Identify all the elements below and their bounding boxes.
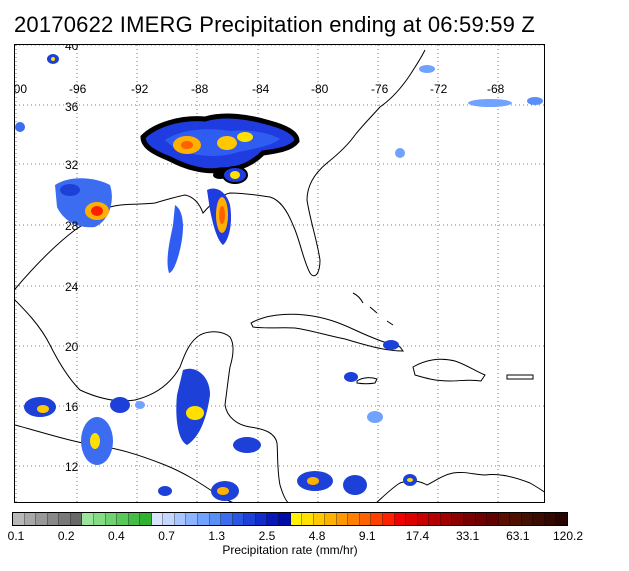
precipitation-layer	[15, 54, 543, 501]
cuba-coastline	[251, 314, 403, 351]
colorbar-swatch	[452, 513, 464, 525]
lon-label: -80	[311, 83, 328, 95]
colorbar-swatch	[395, 513, 407, 525]
colorbar-swatch	[337, 513, 349, 525]
colorbar-swatch	[186, 513, 198, 525]
colorbar-swatch	[140, 513, 152, 525]
colorbar-tick-label: 9.1	[359, 530, 376, 542]
colorbar-swatch	[383, 513, 395, 525]
colorbar-swatch	[221, 513, 233, 525]
south-america-coastline	[375, 472, 545, 503]
colorbar-tick-label: 0.2	[58, 530, 75, 542]
colorbar-tick-label: 0.4	[108, 530, 125, 542]
colorbar-swatch	[279, 513, 291, 525]
colorbar-swatch	[59, 513, 71, 525]
colorbar-swatch	[129, 513, 141, 525]
colorbar-swatch	[522, 513, 534, 525]
map-title: 20170622 IMERG Precipitation ending at 0…	[14, 12, 535, 38]
colorbar-tick-label: 2.5	[259, 530, 276, 542]
lon-label: -84	[252, 83, 269, 95]
colorbar-tick-label: 1.3	[208, 530, 225, 542]
lat-label: 20	[65, 341, 78, 353]
colorbar-swatch	[117, 513, 129, 525]
colorbar-swatch	[244, 513, 256, 525]
colorbar-swatch	[210, 513, 222, 525]
colorbar-swatch	[418, 513, 430, 525]
precipitation-map: -100 -96 -92 -88 -84 -80 -76 -72 -68 40 …	[14, 44, 545, 503]
lon-label: -92	[131, 83, 148, 95]
jamaica-coastline	[357, 378, 377, 384]
pacific-coastline	[15, 425, 240, 503]
colorbar-swatch	[198, 513, 210, 525]
lon-label: -96	[69, 83, 86, 95]
lon-label: -72	[430, 83, 447, 95]
colorbar-swatch	[13, 513, 25, 525]
puerto-rico-coastline	[507, 375, 533, 379]
colorbar-swatch	[325, 513, 337, 525]
colorbar-swatch	[348, 513, 360, 525]
colorbar-swatch	[163, 513, 175, 525]
colorbar-swatch	[267, 513, 279, 525]
lat-label: 12	[65, 461, 78, 473]
colorbar-tick-label: 17.4	[406, 530, 429, 542]
lat-label: 28	[65, 220, 78, 232]
lon-label: -88	[191, 83, 208, 95]
colorbar-swatch	[406, 513, 418, 525]
colorbar-swatch	[371, 513, 383, 525]
colorbar-swatch	[302, 513, 314, 525]
colorbar-swatch	[360, 513, 372, 525]
colorbar-swatch	[71, 513, 83, 525]
colorbar-swatch	[291, 513, 303, 525]
lon-label: -68	[487, 83, 504, 95]
colorbar-swatch	[82, 513, 94, 525]
colorbar-swatch	[487, 513, 499, 525]
colorbar-swatch	[48, 513, 60, 525]
colorbar-swatch	[94, 513, 106, 525]
colorbar-swatch	[233, 513, 245, 525]
colorbar-swatch	[175, 513, 187, 525]
colorbar-swatch	[476, 513, 488, 525]
lat-label: 32	[65, 159, 78, 171]
colorbar-tick-label: 63.1	[506, 530, 529, 542]
colorbar-label: Precipitation rate (mm/hr)	[0, 543, 580, 557]
colorbar-swatch	[510, 513, 522, 525]
colorbar-swatch	[533, 513, 545, 525]
lat-label: 40	[65, 44, 78, 52]
colorbar-swatch	[429, 513, 441, 525]
colorbar-swatch	[464, 513, 476, 525]
colorbar-tick-label: 120.2	[553, 530, 583, 542]
colorbar-swatch	[545, 513, 557, 525]
lon-label: -76	[371, 83, 388, 95]
colorbar-swatch	[152, 513, 164, 525]
lon-label: -100	[14, 83, 27, 95]
hispaniola-coastline	[413, 359, 485, 381]
lat-label: 16	[65, 401, 78, 413]
lat-label: 36	[65, 101, 78, 113]
colorbar-swatch	[441, 513, 453, 525]
colorbar-tick-label: 0.7	[158, 530, 175, 542]
colorbar-swatch	[314, 513, 326, 525]
lat-label: 24	[65, 281, 78, 293]
colorbar-tick-label: 33.1	[456, 530, 479, 542]
map-canvas	[15, 45, 545, 503]
colorbar-swatch	[256, 513, 268, 525]
colorbar-swatch	[25, 513, 37, 525]
colorbar-swatch	[106, 513, 118, 525]
colorbar-swatch	[499, 513, 511, 525]
colorbar-tick-label: 4.8	[309, 530, 326, 542]
precipitation-colorbar	[12, 512, 568, 526]
bahamas-coastline	[353, 293, 393, 325]
central-america-coastline	[225, 367, 291, 503]
colorbar-swatch	[556, 513, 567, 525]
colorbar-tick-label: 0.1	[8, 530, 25, 542]
colorbar-swatch	[36, 513, 48, 525]
